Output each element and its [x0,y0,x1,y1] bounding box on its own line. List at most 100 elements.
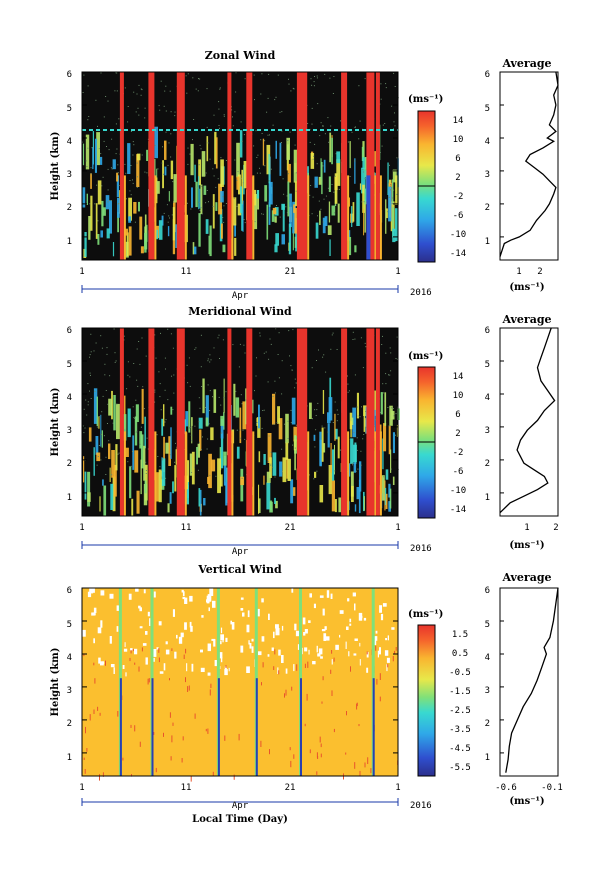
heatmap-cell [187,73,189,75]
average-title: Average [501,313,551,326]
heatmap-plume [176,72,185,260]
heatmap-cell [247,610,250,618]
heatmap-cell [165,368,166,370]
heatmap-cell [142,386,144,388]
heatmap-cell [267,97,269,99]
heatmap-cell [89,714,91,721]
heatmap-plume [148,328,155,516]
y-tick-label: 6 [67,70,72,80]
heatmap-cell [144,480,147,494]
heatmap-cell [107,100,109,102]
heatmap-cell [169,492,172,504]
heatmap-cell [260,740,262,747]
panel-title: Vertical Wind [197,563,282,576]
heatmap-cell [393,189,395,191]
heatmap-cell [100,414,102,447]
x-axis-label: Local Time (Day) [192,814,288,825]
heatmap-cell [392,228,396,243]
heatmap-cell [307,661,309,668]
heatmap-cell [327,412,331,424]
heatmap-cell [308,620,311,623]
heatmap-cell [316,752,318,758]
heatmap-cell [203,185,207,195]
heatmap-cell [361,146,364,161]
heatmap-cell [233,197,235,199]
heatmap-cell [321,701,323,704]
heatmap-cell [199,407,201,409]
heatmap-cell [170,160,174,180]
heatmap-cell [294,181,298,207]
heatmap-cell [313,81,315,83]
heatmap-plume [148,72,155,260]
heatmap-cell [158,648,160,653]
heatmap-cell [134,648,138,655]
heatmap-plume [341,72,348,260]
heatmap-cell [144,171,146,173]
heatmap-cell [285,413,289,444]
heatmap-cell [96,426,98,428]
heatmap-cell [220,634,224,641]
heatmap-cell [390,189,392,191]
heatmap-cell [236,176,240,190]
y-axis-label: Height (km) [50,648,61,717]
heatmap-cell [191,663,194,672]
heatmap-cell [329,132,332,163]
heatmap-cell [220,415,225,426]
heatmap-cell [334,175,336,177]
heatmap-cell [330,593,333,599]
heatmap-cell [317,653,321,657]
heatmap-cell [223,451,227,466]
heatmap-cell [165,649,170,655]
heatmap-cell [109,200,112,234]
heatmap-cell [220,433,224,469]
heatmap-cell [163,663,166,671]
heatmap-cell [132,649,134,652]
x-tick-label: 21 [285,267,296,277]
heatmap-cell [199,489,202,516]
heatmap-cell [143,445,146,481]
heatmap-cell [385,469,389,480]
heatmap-cell [359,461,362,492]
heatmap-cell [318,349,319,351]
heatmap-cell [124,642,126,647]
heatmap-cell [185,411,189,427]
heatmap-cell [275,328,277,330]
heatmap-cell [235,91,237,93]
heatmap-cell [209,474,211,476]
heatmap-cell [213,347,215,349]
heatmap-cell [116,72,118,74]
heatmap-cell [192,77,194,79]
heatmap-cell [367,757,369,764]
heatmap-cell [83,432,85,434]
heatmap-cell [139,443,141,445]
heatmap-cell [129,376,131,378]
heatmap-cell [200,667,205,672]
heatmap-cell [148,678,150,683]
heatmap-cell [390,468,392,470]
heatmap-cell [348,390,350,392]
heatmap-cell [154,389,156,391]
y-tick-label: 3 [67,170,72,180]
heatmap-cell [138,666,140,672]
heatmap-cell [235,72,237,74]
heatmap-cell [351,206,353,227]
heatmap-cell [358,612,363,621]
heatmap-cell [259,172,261,174]
heatmap-cell [278,670,280,675]
heatmap-cell [102,479,104,486]
heatmap-cell [258,451,261,463]
heatmap-cell [275,140,277,159]
heatmap-cell [118,185,120,186]
heatmap-cell [127,106,129,107]
heatmap-cell [162,146,163,148]
heatmap-cell [200,366,202,368]
heatmap-cell [136,379,138,381]
heatmap-cell [143,589,146,594]
heatmap-cell [215,475,217,477]
heatmap-cell [362,169,364,171]
heatmap-cell [90,374,91,376]
heatmap-cell [263,454,266,465]
average-title: Average [501,571,551,584]
heatmap-cell [118,118,120,120]
heatmap-cell [123,335,125,337]
